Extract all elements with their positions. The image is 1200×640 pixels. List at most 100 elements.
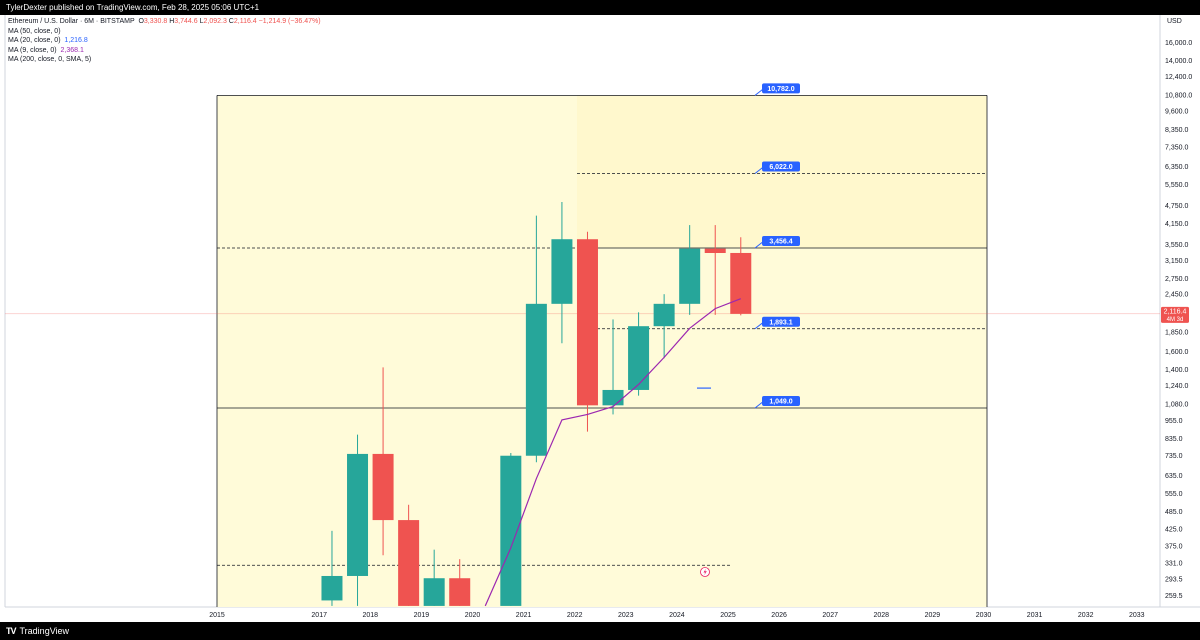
symbol-row[interactable]: Ethereum / U.S. Dollar · 6M · BITSTAMP O… (8, 17, 321, 27)
time-tick-label: 2032 (1078, 612, 1094, 619)
level-callout-text: 1,893.1 (769, 319, 792, 326)
level-callout-box[interactable] (762, 236, 800, 246)
tradingview-logo: TV (6, 626, 16, 636)
footer-bar: TV TradingView (0, 622, 1200, 640)
publish-info-bar: TylerDexter published on TradingView.com… (0, 0, 1200, 15)
candle-body[interactable] (576, 239, 598, 406)
ma20-value: 1,216.8 (64, 37, 88, 44)
ohlc-change: −1,214.9 (−36.47%) (258, 18, 321, 25)
ohlc-low: 2,092.3 (203, 18, 227, 25)
time-tick-label: 2019 (414, 612, 430, 619)
price-tick-label: 7,350.0 (1165, 144, 1188, 151)
time-tick-label: 2021 (516, 612, 532, 619)
price-tick-label: 4,150.0 (1165, 221, 1188, 228)
ma9-value: 2,368.1 (60, 46, 84, 54)
price-tick-label: 1,850.0 (1165, 329, 1188, 336)
ohlc-high-label: H (169, 18, 175, 25)
candle-body[interactable] (525, 303, 547, 456)
price-tick-label: 835.0 (1165, 436, 1183, 443)
current-price-tag[interactable] (1161, 306, 1189, 323)
current-price-value: 2,116.4 (1164, 308, 1187, 315)
price-tick-label: 1,400.0 (1165, 367, 1188, 374)
candle-body[interactable] (398, 520, 420, 606)
ma9-line[interactable] (484, 298, 741, 607)
price-tick-label: 3,150.0 (1165, 258, 1188, 265)
price-tick-label: 16,000.0 (1165, 40, 1192, 47)
price-tick-label: 2,450.0 (1165, 292, 1188, 299)
symbol-title[interactable]: Ethereum / U.S. Dollar · 6M · BITSTAMP (8, 18, 135, 25)
candle-body[interactable] (372, 453, 394, 521)
level-callout-text: 1,049.0 (769, 399, 792, 406)
price-tick-label: 6,350.0 (1165, 164, 1188, 171)
price-tick-label: 2,750.0 (1165, 276, 1188, 283)
candle-body[interactable] (321, 575, 343, 601)
candle-body[interactable] (347, 453, 369, 576)
ma9-row[interactable]: MA (9, close, 0) 2,368.1 (8, 46, 321, 56)
time-tick-label: 2024 (669, 612, 685, 619)
level-callout-box[interactable] (762, 316, 800, 327)
candle-body[interactable] (653, 303, 675, 327)
price-tick-label: 1,240.0 (1165, 383, 1188, 390)
time-tick-label: 2030 (976, 612, 992, 619)
time-tick-label: 2018 (363, 612, 379, 619)
candle-body[interactable] (628, 326, 650, 390)
candle-body[interactable] (551, 239, 573, 304)
candle-body[interactable] (730, 252, 752, 314)
current-price-countdown: 4M 3d (1167, 317, 1184, 323)
time-tick-label: 2027 (822, 612, 838, 619)
price-tick-label: 4,750.0 (1165, 203, 1188, 210)
ohlc-open: 3,330.8 (143, 18, 168, 25)
ma50-row[interactable]: MA (50, close, 0) (8, 27, 321, 37)
ohlc-high: 3,744.6 (174, 18, 198, 25)
candle-body[interactable] (602, 389, 624, 406)
level-callout-text: 10,782.0 (767, 86, 794, 93)
candle-body[interactable] (500, 455, 522, 606)
price-tick-label: 375.0 (1165, 544, 1183, 551)
currency-label: USD (1167, 18, 1182, 25)
ma200-label: MA (200, close, 0, SMA, 5) (8, 56, 92, 63)
ohlc-close-label: C (228, 18, 234, 25)
price-tick-label: 9,600.0 (1165, 108, 1188, 115)
price-tick-label: 3,550.0 (1165, 242, 1188, 249)
time-tick-label: 2020 (465, 612, 481, 619)
ohlc-low-label: L (199, 18, 204, 25)
price-chart[interactable]: 16,000.0 14,000.0 12,400.0 10,800.0 9,600.0 8… (0, 0, 1200, 622)
candle-body[interactable] (449, 578, 471, 606)
time-tick-label: 2031 (1027, 612, 1043, 619)
time-tick-label: 2033 (1129, 612, 1145, 619)
level-callout-text: 3,456.4 (769, 239, 792, 246)
projection-zone (577, 95, 987, 248)
ma20-row[interactable]: MA (20, close, 0) 1,216.8 (8, 36, 321, 46)
lightning-bolt (703, 568, 707, 576)
time-tick-label: 2028 (874, 612, 890, 619)
lower-zone (217, 408, 987, 607)
ohlc-close: 2,116.4 (233, 18, 257, 25)
candle-body[interactable] (679, 248, 701, 304)
price-tick-label: 555.0 (1165, 491, 1183, 498)
price-tick-label: 1,600.0 (1165, 349, 1188, 356)
publish-info-text: TylerDexter published on TradingView.com… (6, 3, 260, 12)
price-tick-label: 8,350.0 (1165, 127, 1188, 134)
price-tick-label: 735.0 (1165, 453, 1183, 460)
candle-body[interactable] (423, 578, 445, 606)
ma200-row[interactable]: MA (200, close, 0, SMA, 5) (8, 55, 321, 65)
time-tick-label: 2015 (209, 612, 225, 619)
brand-name: TradingView (19, 626, 70, 636)
level-callout-box[interactable] (762, 161, 800, 172)
level-callout-box[interactable] (762, 83, 800, 94)
price-tick-label: 259.5 (1165, 593, 1183, 600)
price-tick-label: 635.0 (1165, 473, 1183, 480)
time-tick-label: 2025 (720, 612, 736, 619)
price-tick-label: 5,550.0 (1165, 182, 1188, 189)
price-tick-label: 10,800.0 (1165, 93, 1192, 100)
ma50-label: MA (50, close, 0) (8, 27, 61, 35)
price-tick-label: 425.0 (1165, 527, 1183, 534)
price-tick-label: 12,400.0 (1165, 74, 1192, 81)
time-tick-label: 2017 (311, 612, 327, 619)
brand[interactable]: TV TradingView (6, 622, 69, 640)
ma9-label: MA (9, close, 0) (8, 46, 57, 54)
level-callout-box[interactable] (762, 396, 800, 406)
candle-body[interactable] (704, 248, 726, 253)
level-callout-text: 6,022.0 (769, 164, 792, 171)
chart-legend: Ethereum / U.S. Dollar · 6M · BITSTAMP O… (8, 17, 321, 65)
